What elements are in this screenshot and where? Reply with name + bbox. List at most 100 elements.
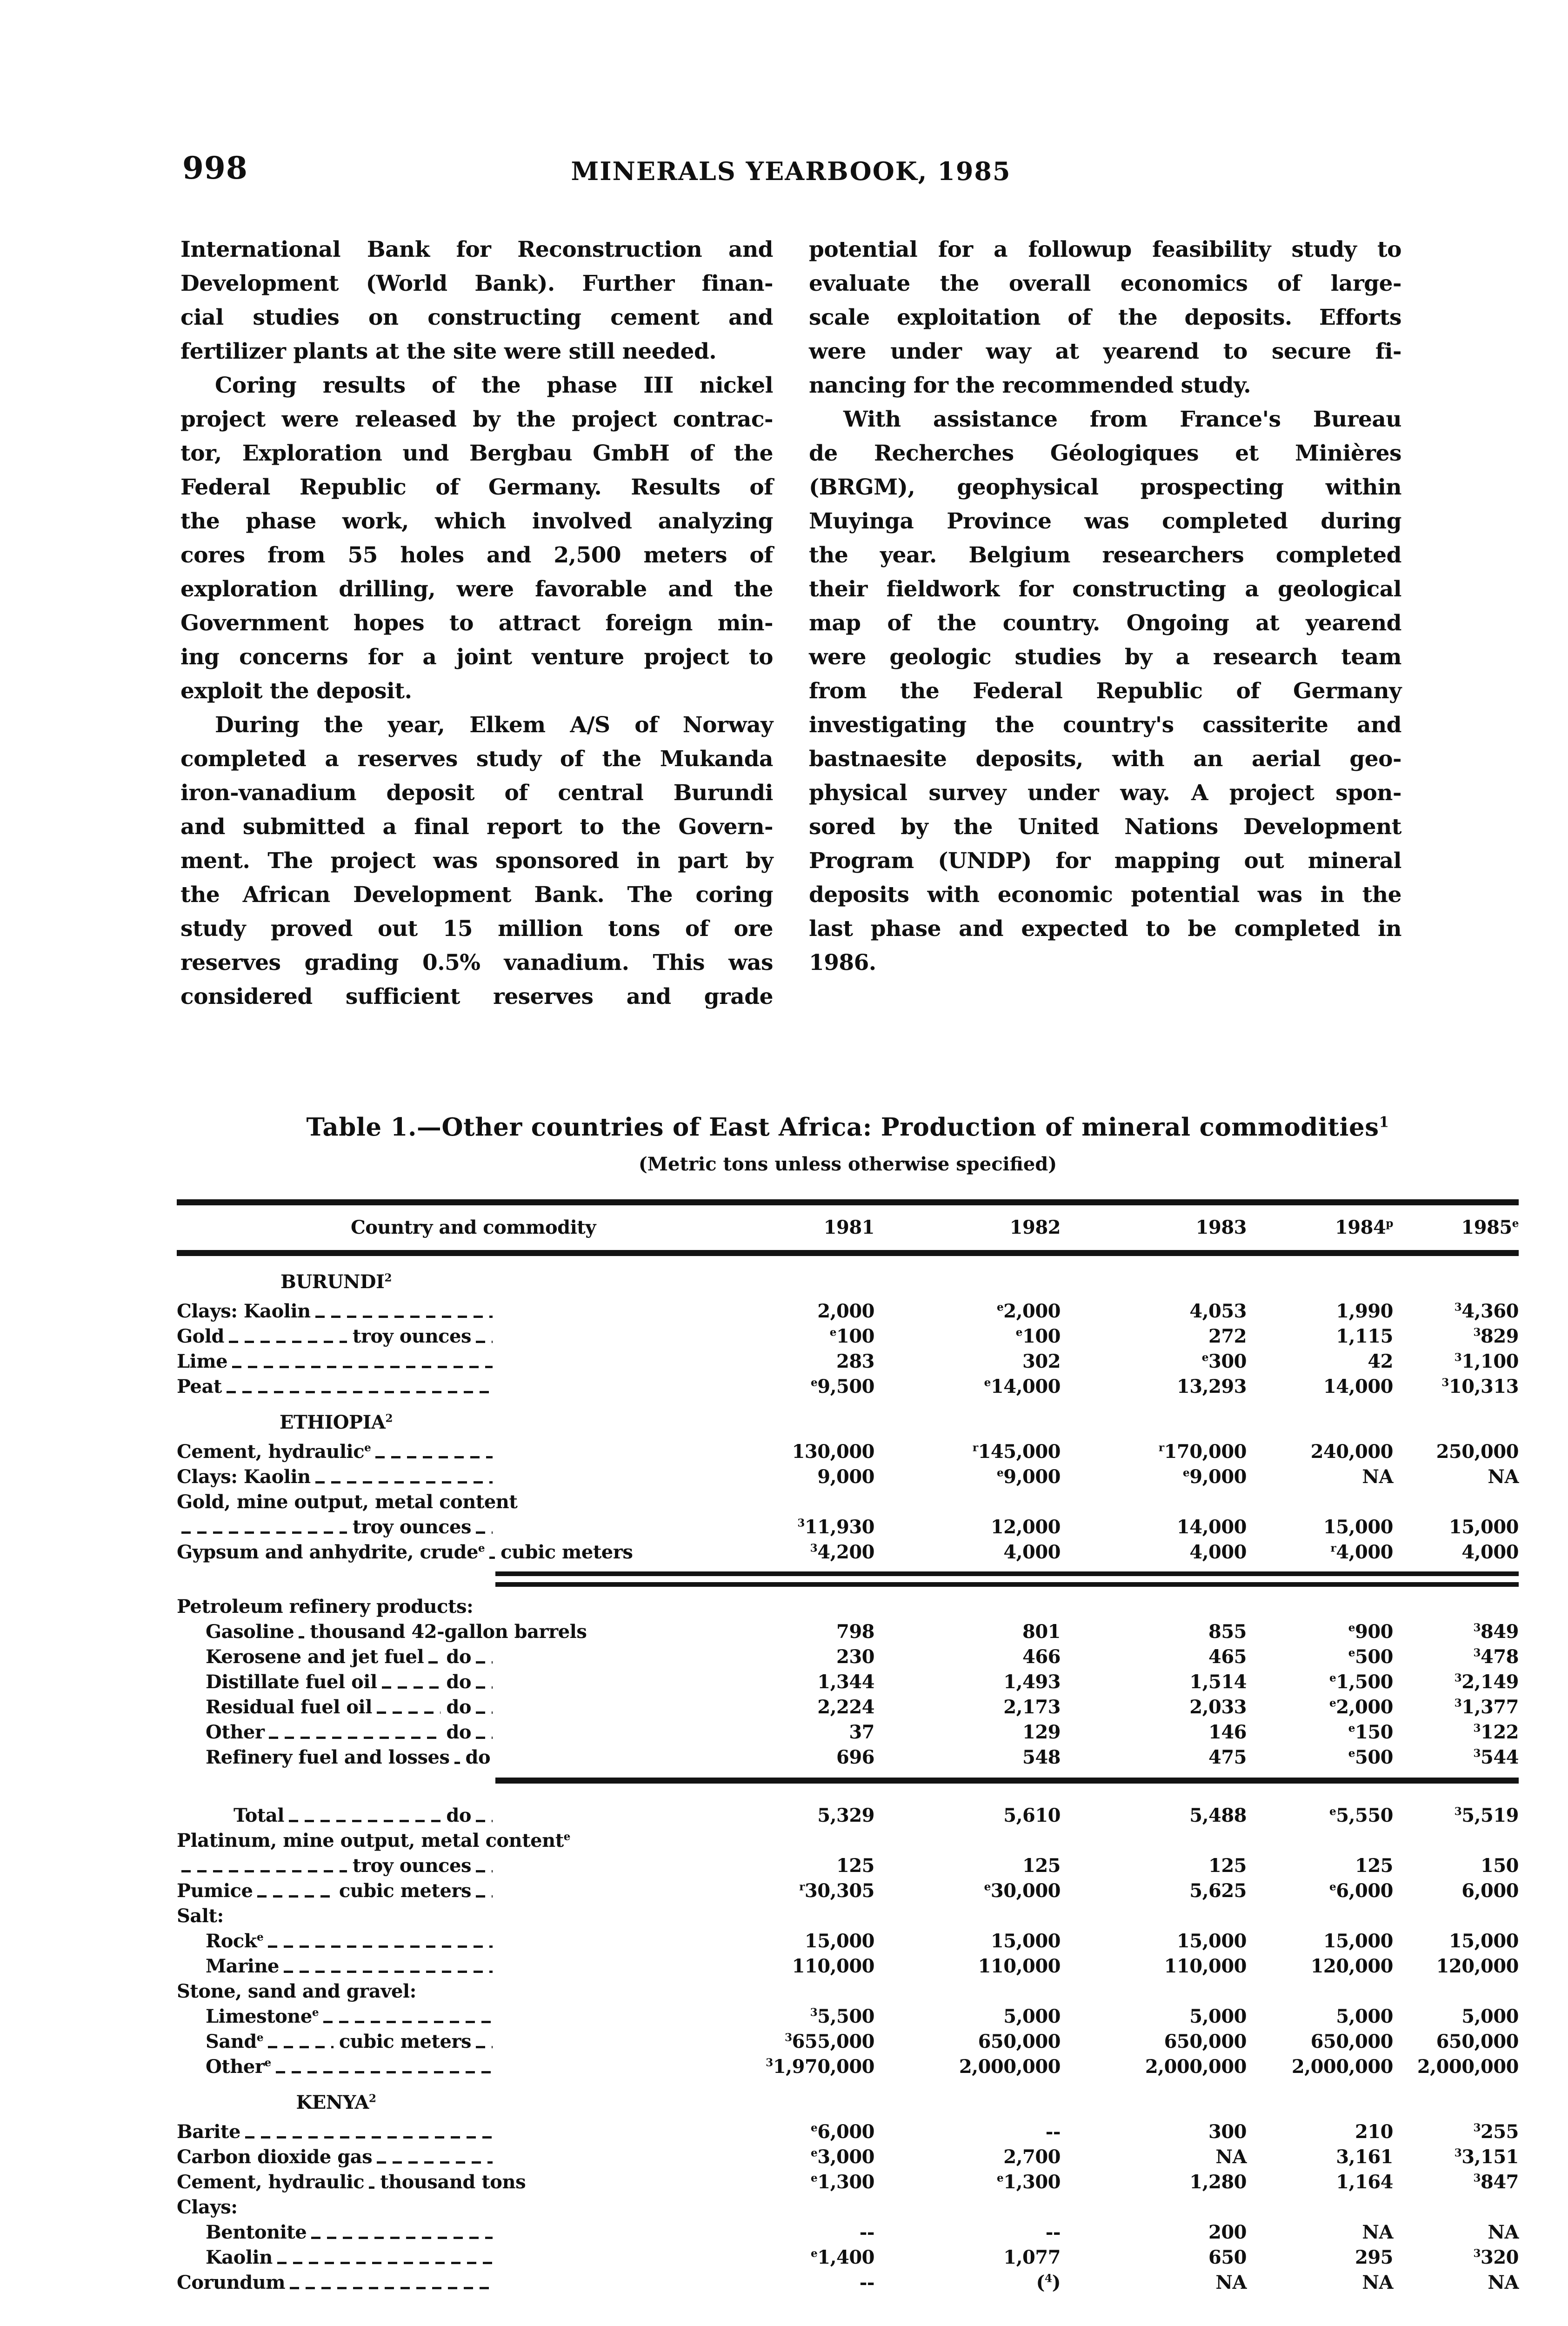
value-1981: -- — [859, 2272, 875, 2293]
table-row: Gold, mine output, metal content — [177, 1490, 1519, 1515]
value-1983: NA — [1215, 2272, 1247, 2293]
value-1983: 5,000 — [1189, 2005, 1247, 2027]
row-label-cell: Distillate fuel oil do — [177, 1670, 495, 1695]
table-header-row: Country and commodity 1981 1982 1983 198… — [177, 1205, 1519, 1250]
row-label: Kaolin — [206, 2246, 273, 2268]
value-1984: e2,000 — [1329, 1696, 1394, 1718]
text-line: Program (UNDP) for mapping out mineral — [809, 848, 1402, 874]
row-unit: do — [465, 1746, 491, 1768]
value-1981: 798 — [836, 1621, 875, 1643]
leader-trail — [471, 1670, 495, 1695]
value-1985: 3849 — [1473, 1621, 1519, 1643]
value-1983: 5,488 — [1189, 1805, 1247, 1826]
row-label-cell: Kaolin — [177, 2245, 495, 2270]
value-1985: 150 — [1481, 1855, 1519, 1877]
table-row: Lime 283 302 e300 42 31,100 — [177, 1349, 1519, 1374]
text-line: 1986. — [809, 950, 876, 976]
value-1985: 4,000 — [1461, 1541, 1519, 1563]
text-line: fertilizer plants at the site were still… — [180, 339, 717, 364]
value-1982: e14,000 — [984, 1376, 1061, 1397]
table-row: Clays: Kaolin 9,000 e9,000 e9,000 NA NA — [177, 1464, 1519, 1490]
value-1982: 15,000 — [990, 1930, 1061, 1952]
leader — [285, 2270, 495, 2295]
row-label-cell: Clays: Kaolin — [177, 1464, 495, 1490]
table-body: BURUNDI2 Clays: Kaolin 2,000 e2,000 4,053 1,9… — [177, 1269, 1519, 2295]
value-1981: 35,500 — [810, 2005, 875, 2027]
row-label: Distillate fuel oil — [206, 1671, 377, 1693]
row-label-cell: Pumice cubic meters — [177, 1878, 495, 1904]
text-line: Development (World Bank). Further finan- — [180, 271, 774, 296]
row-label: Marine — [206, 1955, 280, 1977]
value-1984: 1,115 — [1336, 1325, 1393, 1347]
row-label-cell: Bentonite — [177, 2220, 495, 2245]
text-line: sored by the United Nations Development — [809, 814, 1402, 840]
value-1982: -- — [1045, 2221, 1061, 2243]
row-label: Petroleum refinery products: — [177, 1596, 474, 1618]
leader-trail — [471, 1720, 495, 1745]
value-1983: 110,000 — [1164, 1955, 1247, 1977]
row-label-cell: Residual fuel oil do — [177, 1695, 495, 1720]
value-1985: 35,519 — [1454, 1805, 1519, 1826]
row-label: Peat — [177, 1376, 222, 1397]
table-row: Petroleum refinery products: — [177, 1594, 1519, 1619]
value-1983: r170,000 — [1158, 1441, 1247, 1463]
text-line: considered sufficient reserves and grade — [180, 984, 774, 1009]
leader — [227, 1349, 495, 1374]
table-row: Salt: — [177, 1904, 1519, 1929]
value-1985: NA — [1488, 2221, 1519, 2243]
text-line: the African Development Bank. The coring — [180, 882, 774, 908]
row-label: Stone, sand and gravel: — [177, 1980, 416, 2002]
value-1982: 2,173 — [1003, 1696, 1061, 1718]
row-label-cell: Cement, hydraulic thousand tons — [177, 2170, 526, 2195]
value-1981: 1,344 — [817, 1671, 874, 1693]
value-1985: 650,000 — [1436, 2031, 1519, 2052]
text-line: physical survey under way. A project spo… — [809, 780, 1402, 806]
value-1984: 120,000 — [1310, 1955, 1394, 1977]
table-partial-rule — [177, 1778, 1519, 1784]
text-line: During the year, Elkem A/S of Norway — [215, 712, 774, 738]
value-1984: 15,000 — [1323, 1930, 1394, 1952]
leader — [253, 1878, 336, 1904]
value-1982: 110,000 — [978, 1955, 1061, 1977]
value-1985: 3829 — [1473, 1325, 1519, 1347]
value-1983: 2,033 — [1189, 1696, 1247, 1718]
value-1981: e1,300 — [810, 2171, 875, 2193]
value-1983: 13,293 — [1176, 1376, 1247, 1397]
row-label-cell: Rocke — [177, 1929, 495, 1954]
row-label: Cement, hydraulic — [177, 2171, 365, 2193]
table-top-rule — [177, 1199, 1519, 1205]
value-1984: 3,161 — [1336, 2146, 1393, 2168]
value-1982: 125 — [1022, 1855, 1061, 1877]
value-1982: 5,610 — [1003, 1805, 1061, 1826]
row-label-cell: Refinery fuel and losses do — [177, 1745, 495, 1770]
value-1985: 34,360 — [1454, 1300, 1519, 1322]
value-1985: NA — [1488, 1466, 1519, 1488]
row-label-cell: Other do — [177, 1720, 495, 1745]
value-1981: 37 — [849, 1721, 874, 1743]
leader — [371, 1439, 495, 1464]
value-1984: 14,000 — [1323, 1376, 1394, 1397]
value-1985: 31,100 — [1454, 1350, 1519, 1372]
row-unit: troy ounces — [352, 1855, 472, 1877]
leader — [372, 1695, 443, 1720]
text-line: investigating the country's cassiterite … — [809, 712, 1402, 738]
value-1983: 1,514 — [1189, 1671, 1247, 1693]
table-row: Refinery fuel and losses do 696 548 475 e500 3… — [177, 1745, 1519, 1770]
row-label: Clays: — [177, 2196, 238, 2218]
row-label-cell: Barite — [177, 2119, 495, 2145]
text-line: exploration drilling, were favorable and… — [180, 576, 774, 602]
text-line: With assistance from France's Bureau — [843, 407, 1402, 432]
text-line: ing concerns for a joint venture project… — [180, 644, 774, 670]
running-head: MINERALS YEARBOOK, 1985 — [180, 156, 1401, 186]
value-1982: 1,077 — [1003, 2246, 1061, 2268]
row-unit: do — [446, 1671, 471, 1693]
table-row: Clays: — [177, 2195, 1519, 2220]
table-row: Barite e6,000 -- 300 210 3255 — [177, 2119, 1519, 2145]
value-1984: 42 — [1368, 1350, 1393, 1372]
section-label: KENYA2 — [296, 2092, 376, 2113]
column-header-country-commodity: Country and commodity — [350, 1216, 596, 1238]
value-1984: e500 — [1348, 1746, 1394, 1768]
value-1983: NA — [1215, 2146, 1247, 2168]
value-1981: 696 — [836, 1746, 875, 1768]
article: International Bank for Reconstruction an… — [180, 233, 1402, 1014]
